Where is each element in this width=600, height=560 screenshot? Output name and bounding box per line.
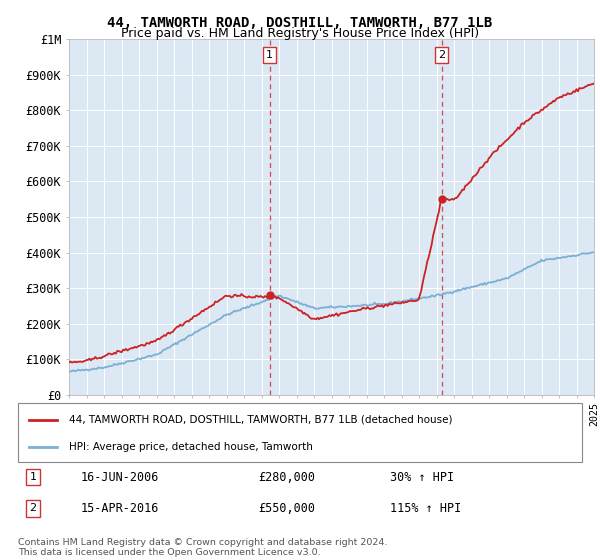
Text: HPI: Average price, detached house, Tamworth: HPI: Average price, detached house, Tamw… [69,442,313,452]
Text: 16-JUN-2006: 16-JUN-2006 [81,470,160,484]
Text: 2: 2 [29,503,37,514]
Text: 44, TAMWORTH ROAD, DOSTHILL, TAMWORTH, B77 1LB (detached house): 44, TAMWORTH ROAD, DOSTHILL, TAMWORTH, B… [69,414,452,424]
Text: £280,000: £280,000 [258,470,315,484]
Text: 30% ↑ HPI: 30% ↑ HPI [390,470,454,484]
Text: 44, TAMWORTH ROAD, DOSTHILL, TAMWORTH, B77 1LB: 44, TAMWORTH ROAD, DOSTHILL, TAMWORTH, B… [107,16,493,30]
Text: £550,000: £550,000 [258,502,315,515]
Text: 1: 1 [29,472,37,482]
Text: 15-APR-2016: 15-APR-2016 [81,502,160,515]
Text: 2: 2 [438,50,445,60]
Text: Contains HM Land Registry data © Crown copyright and database right 2024.
This d: Contains HM Land Registry data © Crown c… [18,538,388,557]
FancyBboxPatch shape [18,403,582,462]
Text: 115% ↑ HPI: 115% ↑ HPI [390,502,461,515]
Text: 1: 1 [266,50,273,60]
Text: Price paid vs. HM Land Registry's House Price Index (HPI): Price paid vs. HM Land Registry's House … [121,27,479,40]
